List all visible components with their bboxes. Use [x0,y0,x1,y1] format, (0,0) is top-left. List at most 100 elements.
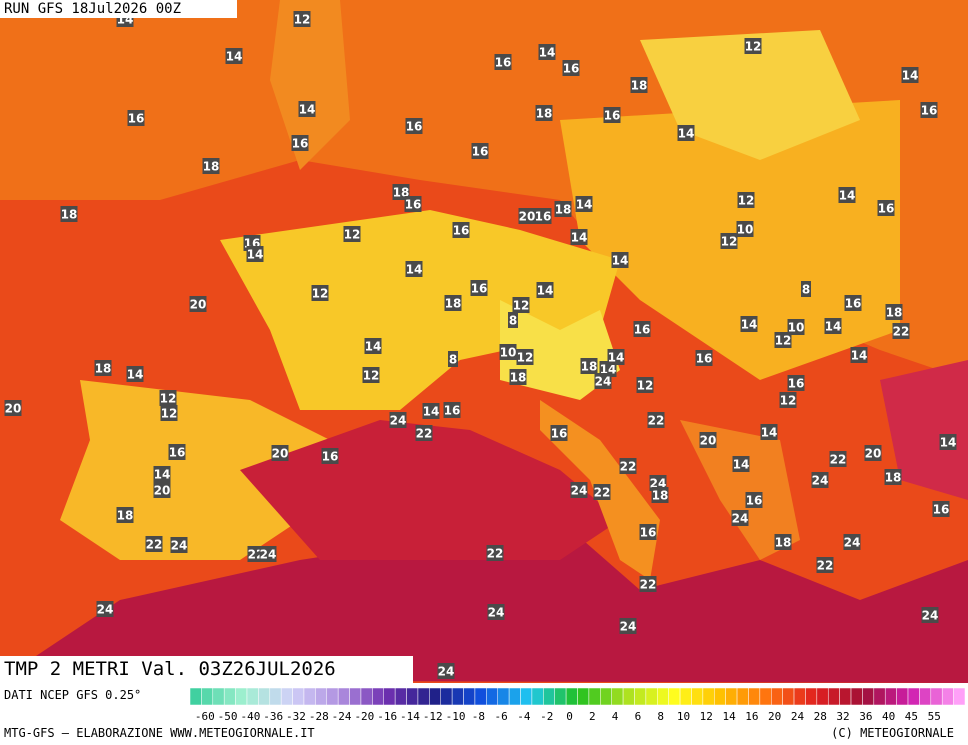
station-box [816,557,834,573]
station-temp: 20 [519,210,536,224]
station-box [570,482,588,498]
station-box [225,48,243,64]
station-box [168,444,186,460]
station-temp: 22 [640,578,657,592]
colorbar-swatch [930,687,943,706]
station-temp: 18 [631,79,648,93]
station-box [844,295,862,311]
station-box [452,222,470,238]
colorbar-swatch [508,687,521,706]
station-temp: 16 [921,104,938,118]
colorbar-swatch [474,687,487,706]
station-temp: 14 [761,426,778,440]
station-temp: 12 [775,334,792,348]
run-label: RUN GFS 18Jul2026 00Z [0,0,237,18]
colorbar-swatch [201,687,214,706]
colorbar-swatch [827,687,840,706]
station-box [4,400,22,416]
station-temp: 16 [472,145,489,159]
station-box [901,67,919,83]
station-temp: 18 [581,360,598,374]
station-box [508,312,518,328]
colorbar-swatch [884,687,897,706]
colorbar-swatch [463,687,476,706]
station-box [921,607,939,623]
station-box [389,412,407,428]
colorbar-swatch [269,687,282,706]
station-box [736,221,754,237]
station-temp: 24 [844,536,861,550]
colorbar-swatch [748,687,761,706]
station-box [96,601,114,617]
station-box [470,280,488,296]
station-box [291,135,309,151]
station-box [293,11,311,27]
station-box [550,425,568,441]
station-temp: 16 [453,224,470,238]
station-box [246,246,264,262]
colorbar-label: 24 [791,710,805,723]
station-temp: 16 [634,323,651,337]
station-box [843,534,861,550]
station-temp: 14 [226,50,243,64]
station-box [731,510,749,526]
station-temp: 18 [536,107,553,121]
station-temp: 16 [405,198,422,212]
station-box [486,545,504,561]
station-box [570,229,588,245]
station-box [443,402,461,418]
station-box [405,261,423,277]
station-temp: 20 [272,447,289,461]
station-box [647,412,665,428]
station-box [126,366,144,382]
station-temp: 14 [247,248,264,262]
colorbar-swatch [634,687,647,706]
colorbar-label: 12 [700,710,713,723]
colorbar-swatch [577,687,590,706]
land-poland [640,30,860,160]
station-box [824,318,842,334]
station-box [415,425,433,441]
colorbar-swatch [691,687,704,706]
station-temp: 22 [416,427,433,441]
station-box [189,296,207,312]
colorbar-swatch [440,687,453,706]
station-box [298,101,316,117]
station-temp: 8 [509,314,517,328]
colorbar-swatch [372,687,384,706]
colorbar-swatch [258,687,271,706]
station-box [127,110,145,126]
station-box [732,456,750,472]
colorbar-swatch [839,687,852,706]
colorbar-swatch [588,687,601,706]
station-box [271,445,289,461]
britain [270,0,350,170]
station-box [362,367,380,383]
station-temp: 12 [160,392,177,406]
station-box [518,208,536,224]
station-box [787,375,805,391]
station-box [422,403,440,419]
station-box [448,351,458,367]
colorbar-label: 55 [928,710,941,723]
colorbar-swatch [349,687,362,706]
station-box [745,492,763,508]
colorbar-label: -14 [400,710,420,723]
station-box [677,125,695,141]
station-temp: 16 [169,446,186,460]
station-temp: 10 [500,346,517,360]
station-box [145,536,163,552]
station-temp: 8 [449,353,457,367]
station-box [884,469,902,485]
colorbar-label: -60 [195,710,215,723]
colorbar-label: -40 [240,710,260,723]
station-temp: 10 [788,321,805,335]
station-temp: 16 [495,56,512,70]
colorbar-swatch [360,687,373,706]
colorbar-swatch [736,687,749,706]
station-box [321,448,339,464]
station-temp: 14 [154,468,171,482]
colorbar-swatch [657,687,669,706]
